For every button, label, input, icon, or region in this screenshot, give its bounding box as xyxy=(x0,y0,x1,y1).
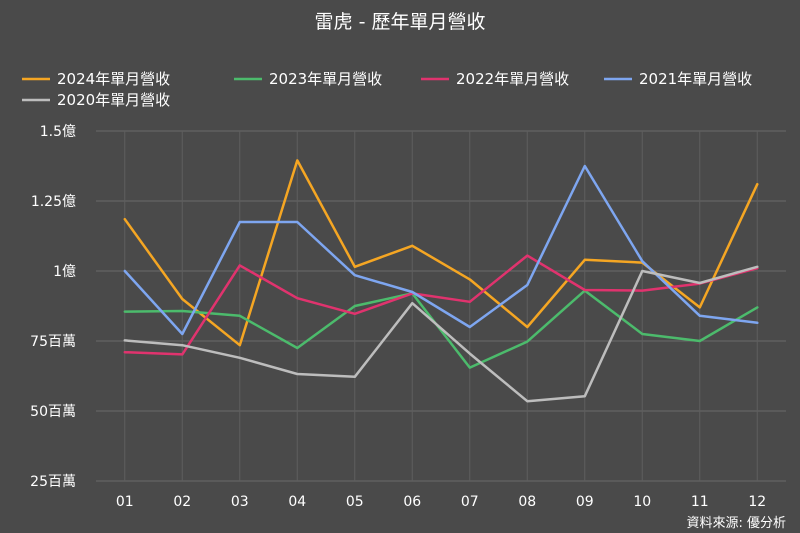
y-tick-label: 1.5億 xyxy=(40,124,76,140)
y-axis-ticks: 1.5億 1.25億 1億 75百萬 50百萬 25百萬 xyxy=(30,124,76,490)
x-tick-label: 02 xyxy=(173,494,191,510)
series-line-2023 xyxy=(123,289,759,369)
y-tick-label: 50百萬 xyxy=(30,404,76,420)
y-tick-label: 1億 xyxy=(53,264,76,280)
legend-label-2022: 2022年單月營收 xyxy=(456,70,569,88)
source-note: 資料來源: 優分析 xyxy=(686,516,786,531)
legend: 2024年單月營收 2023年單月營收 2022年單月營收 2021年單月營收 2020… xyxy=(22,70,752,109)
legend-label-2020: 2020年單月營收 xyxy=(57,91,170,109)
legend-label-2024: 2024年單月營收 xyxy=(57,70,170,88)
x-axis-ticks: 01 02 03 04 05 06 07 08 09 10 11 12 xyxy=(116,494,766,510)
x-tick-label: 05 xyxy=(346,494,364,510)
legend-label-2021: 2021年單月營收 xyxy=(639,70,752,88)
y-tick-label: 75百萬 xyxy=(30,334,76,350)
x-tick-label: 03 xyxy=(231,494,249,510)
x-tick-label: 09 xyxy=(576,494,594,510)
x-tick-label: 01 xyxy=(116,494,134,510)
x-tick-label: 12 xyxy=(748,494,766,510)
x-tick-label: 04 xyxy=(288,494,306,510)
x-tick-label: 11 xyxy=(691,494,709,510)
x-tick-label: 06 xyxy=(403,494,421,510)
series-line-2022 xyxy=(123,254,759,356)
y-tick-label: 1.25億 xyxy=(31,194,76,210)
x-tick-label: 07 xyxy=(461,494,479,510)
series-lines xyxy=(123,159,759,403)
y-tick-label: 25百萬 xyxy=(30,474,76,490)
series-line-2021 xyxy=(123,164,759,336)
chart-title: 雷虎 - 歷年單月營收 xyxy=(315,11,486,33)
series-line-2020 xyxy=(123,265,759,403)
x-tick-label: 10 xyxy=(633,494,651,510)
legend-label-2023: 2023年單月營收 xyxy=(269,70,382,88)
x-tick-label: 08 xyxy=(518,494,536,510)
